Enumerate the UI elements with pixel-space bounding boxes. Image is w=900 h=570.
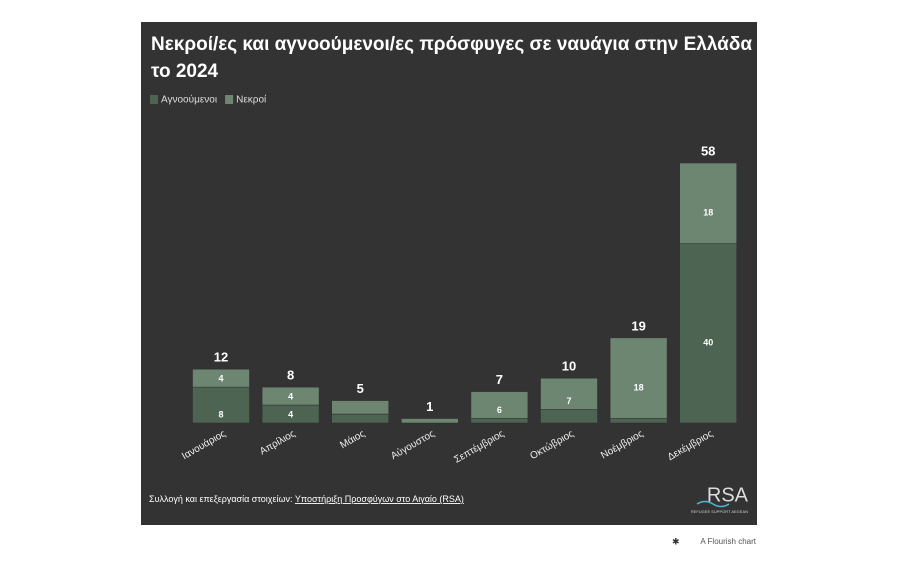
bar-segment xyxy=(331,413,390,424)
total-label: 5 xyxy=(357,381,364,396)
source-prefix: Συλλογή και επεξεργασία στοιχείων: xyxy=(149,494,293,504)
legend-label: Νεκροί xyxy=(236,94,267,106)
segment-label: 6 xyxy=(497,405,502,415)
segment-label: 40 xyxy=(703,338,713,348)
total-label: 8 xyxy=(287,368,294,383)
bar-segment xyxy=(609,418,668,424)
total-label: 12 xyxy=(214,350,228,365)
bar-segment xyxy=(331,400,390,415)
total-label: 7 xyxy=(496,372,503,387)
legend-label: Αγνοούμενοι xyxy=(161,94,217,106)
segment-label: 18 xyxy=(703,208,713,218)
bar-segment xyxy=(540,409,598,424)
logo: RSA xyxy=(707,484,749,506)
bar-segment xyxy=(540,377,598,410)
credit-icon: ✱ xyxy=(672,536,680,546)
bar-segment xyxy=(470,391,529,419)
bar-segment xyxy=(192,368,250,388)
bar-segment xyxy=(192,386,250,424)
segment-label: 4 xyxy=(218,374,223,384)
legend-swatch xyxy=(150,95,158,104)
segment-label: 4 xyxy=(288,391,293,401)
bar-segment xyxy=(679,243,738,424)
panel xyxy=(141,22,757,525)
bar-segment xyxy=(261,386,320,406)
source-link[interactable]: Υποστήριξη Προσφύγων στο Αιγαίο (RSA) xyxy=(295,494,464,504)
credit: A Flourish chart xyxy=(700,537,756,546)
total-label: 58 xyxy=(701,143,715,158)
chart-title: Νεκροί/ες και αγνοούμενοι/ες πρόσφυγες σ… xyxy=(151,34,752,55)
segment-label: 7 xyxy=(566,396,571,406)
bar-segment xyxy=(679,162,738,244)
total-label: 10 xyxy=(562,359,576,374)
logo-subtitle: REFUGEE SUPPORT AEGEAN xyxy=(691,509,748,514)
legend: Αγνοούμενοι Νεκροί xyxy=(150,94,267,106)
bar-segment xyxy=(470,418,529,424)
logo-wave xyxy=(696,500,730,508)
chart-title: το 2024 xyxy=(151,61,219,82)
segment-label: 4 xyxy=(288,409,293,419)
bar-segment xyxy=(400,418,459,424)
segment-label: 18 xyxy=(634,383,644,393)
segment-label: 8 xyxy=(218,409,223,419)
bar-segment xyxy=(609,337,668,419)
total-label: 1 xyxy=(426,399,433,414)
legend-swatch xyxy=(225,95,234,104)
source: Συλλογή και επεξεργασία στοιχείων: Υποστ… xyxy=(149,494,464,504)
total-label: 19 xyxy=(631,318,645,333)
